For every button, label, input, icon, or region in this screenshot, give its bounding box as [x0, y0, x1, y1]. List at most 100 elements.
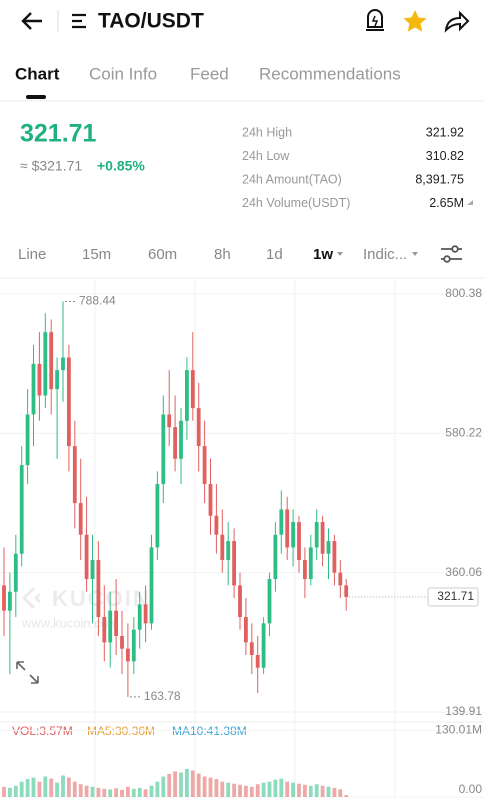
- alert-icon[interactable]: [366, 9, 384, 31]
- volume-bar: [338, 789, 343, 797]
- stat-label: 24h High: [242, 125, 292, 139]
- volume-bar: [78, 784, 83, 797]
- volume-bar: [267, 781, 272, 797]
- timeframe[interactable]: 1w: [313, 246, 333, 263]
- volume-bar: [303, 784, 307, 797]
- volume-indicator: MA10:41.38M: [172, 724, 247, 738]
- volume-indicator: VOL:3.57M: [12, 724, 73, 738]
- volume-bar: [108, 789, 113, 797]
- candle-body: [273, 534, 278, 580]
- volume-bar: [131, 788, 136, 797]
- timeframe[interactable]: 15m: [82, 246, 111, 263]
- volume-bar: [19, 781, 24, 797]
- candle-body: [267, 579, 272, 624]
- tab[interactable]: Recommendations: [259, 64, 401, 83]
- settings-icon[interactable]: [441, 245, 462, 263]
- volume-bar: [13, 785, 18, 797]
- candle-body: [96, 560, 101, 618]
- y-tick-label: 139.91: [445, 704, 482, 718]
- volume-bar: [43, 776, 48, 797]
- volume-bar: [114, 788, 118, 797]
- tab[interactable]: Chart: [15, 64, 60, 83]
- candle-body: [261, 623, 266, 668]
- volume-bar: [161, 776, 166, 797]
- volume-bar: [72, 781, 77, 797]
- fullscreen-button[interactable]: [16, 661, 39, 684]
- volume-bar: [320, 785, 325, 797]
- candle-body: [114, 610, 118, 637]
- volume-bar: [120, 789, 124, 797]
- candle-body: [338, 572, 343, 586]
- timeframe[interactable]: 60m: [148, 246, 177, 263]
- volume-bar: [285, 781, 290, 797]
- candle-body: [8, 591, 12, 611]
- candle-body: [90, 560, 95, 580]
- watermark-url: www.kucoin.com: [21, 615, 119, 630]
- candle-body: [84, 534, 89, 580]
- watermark-logo: [21, 586, 42, 610]
- price-change: +0.85%: [97, 158, 145, 174]
- timeframe[interactable]: Indic...: [363, 246, 407, 263]
- timeframe[interactable]: 8h: [214, 246, 231, 263]
- candle-body: [37, 363, 42, 396]
- volume-bar: [326, 786, 331, 797]
- volume-bar: [196, 773, 201, 797]
- y-tick-label: 800.38: [445, 286, 482, 300]
- tab[interactable]: Feed: [190, 64, 229, 83]
- candle-body: [49, 332, 54, 390]
- volume-bar: [173, 771, 177, 797]
- volume-bar: [314, 784, 319, 797]
- volume-bar: [143, 789, 148, 797]
- volume-bar: [291, 782, 295, 797]
- candle-body: [220, 534, 225, 561]
- candle-body: [326, 541, 331, 554]
- candle-body: [303, 560, 307, 580]
- last-price: 321.71: [20, 120, 97, 148]
- candle-body: [149, 547, 154, 624]
- high-label: 788.44: [79, 294, 116, 308]
- timeframe[interactable]: Line: [18, 246, 46, 263]
- volume-bar: [273, 779, 278, 797]
- candle-body: [126, 648, 130, 662]
- volume-toggle[interactable]: [467, 200, 473, 205]
- last-price-label: 321.71: [437, 589, 474, 603]
- candle-body: [344, 585, 349, 597]
- vertical-grid: [94, 280, 396, 798]
- favorite-star[interactable]: [403, 10, 427, 32]
- back-button[interactable]: [21, 12, 42, 30]
- candle-body: [214, 515, 219, 535]
- volume-bar: [261, 782, 266, 797]
- timeframe[interactable]: 1d: [266, 246, 283, 263]
- candle-body: [102, 617, 107, 643]
- volume-tick-label: 130.01M: [435, 723, 482, 737]
- volume-bar: [149, 785, 154, 797]
- candle-body: [232, 541, 236, 586]
- volume-bar: [214, 779, 219, 797]
- stat-label: 24h Volume(USDT): [242, 196, 350, 210]
- candle-body: [25, 414, 30, 466]
- pair-title: TAO/USDT: [98, 10, 204, 33]
- volume-bar: [185, 768, 189, 797]
- volume-bar: [49, 778, 54, 797]
- tab[interactable]: Coin Info: [89, 64, 157, 83]
- candle-body: [120, 636, 124, 649]
- candle-body: [61, 357, 65, 371]
- volume-bar: [249, 786, 254, 797]
- volume-bar: [208, 777, 213, 797]
- candle-body: [108, 610, 113, 643]
- volume-bar: [126, 786, 130, 797]
- volume-bar: [167, 774, 172, 797]
- candle-body: [238, 585, 242, 618]
- candle-body: [285, 509, 290, 548]
- candle-body: [72, 446, 77, 504]
- candle-body: [78, 503, 83, 535]
- candle-body: [143, 604, 148, 624]
- menu-icon[interactable]: [72, 13, 86, 29]
- volume-bar: [2, 786, 6, 797]
- stat-value: 310.82: [426, 149, 464, 163]
- volume-bar: [220, 781, 225, 797]
- share-icon[interactable]: [444, 10, 470, 33]
- stat-value: 321.92: [426, 125, 464, 139]
- candle-body: [208, 484, 213, 516]
